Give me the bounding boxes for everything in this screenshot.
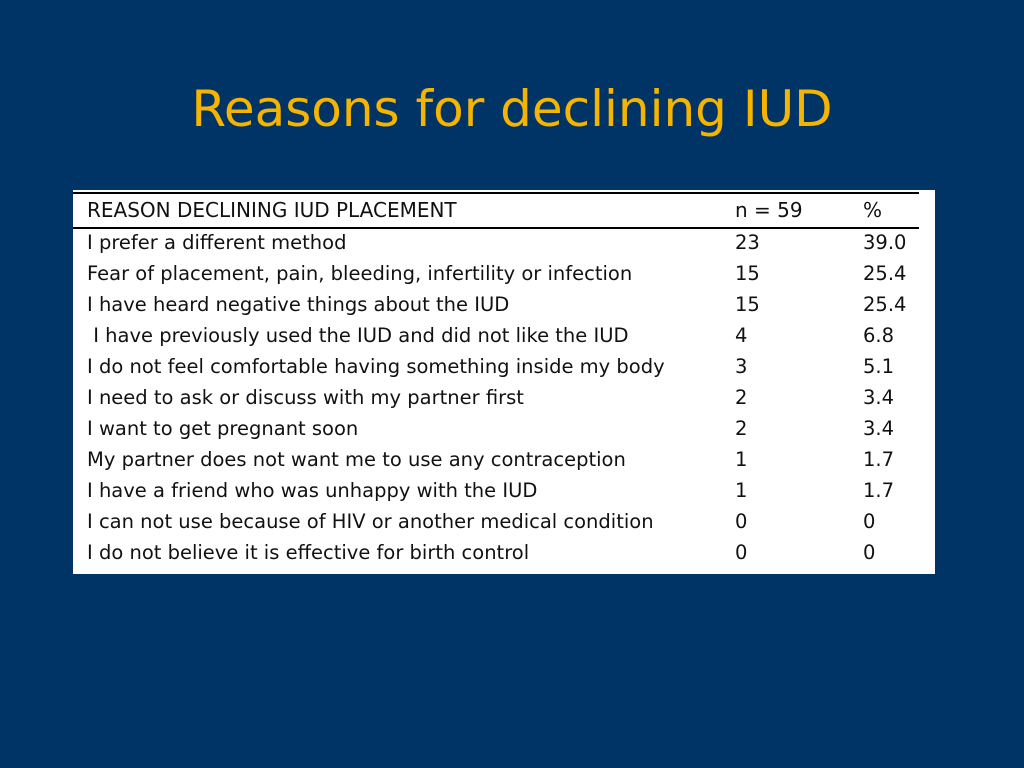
reason-cell: I want to get pregnant soon: [87, 417, 359, 440]
n-cell: 4: [735, 324, 748, 347]
reason-cell: I need to ask or discuss with my partner…: [87, 386, 524, 409]
percent-cell: 25.4: [863, 262, 907, 285]
percent-cell: 5.1: [863, 355, 895, 378]
percent-cell: 1.7: [863, 479, 895, 502]
percent-cell: 0: [863, 510, 876, 533]
table-panel: REASON DECLINING IUD PLACEMENT n = 59 % …: [73, 190, 935, 574]
table-top-rule: [73, 192, 919, 194]
header-n: n = 59: [735, 197, 803, 222]
reason-cell: I have previously used the IUD and did n…: [87, 324, 629, 347]
n-cell: 3: [735, 355, 748, 378]
percent-cell: 6.8: [863, 324, 895, 347]
percent-cell: 39.0: [863, 231, 907, 254]
n-cell: 2: [735, 417, 748, 440]
table-header-row: REASON DECLINING IUD PLACEMENT n = 59 %: [73, 192, 919, 227]
table-row: I prefer a different method 23 39.0: [73, 227, 919, 258]
table-row: I need to ask or discuss with my partner…: [73, 382, 919, 413]
table-row: I have heard negative things about the I…: [73, 289, 919, 320]
n-cell: 0: [735, 510, 748, 533]
reason-cell: I have a friend who was unhappy with the…: [87, 479, 538, 502]
n-cell: 1: [735, 448, 748, 471]
percent-cell: 25.4: [863, 293, 907, 316]
table-row: I have previously used the IUD and did n…: [73, 320, 919, 351]
table-row: I want to get pregnant soon 2 3.4: [73, 413, 919, 444]
percent-cell: 3.4: [863, 417, 895, 440]
n-cell: 2: [735, 386, 748, 409]
header-percent: %: [863, 197, 883, 222]
table-row: I do not feel comfortable having somethi…: [73, 351, 919, 382]
reason-cell: I do not feel comfortable having somethi…: [87, 355, 665, 378]
n-cell: 0: [735, 541, 748, 564]
reason-cell: I do not believe it is effective for bir…: [87, 541, 530, 564]
percent-cell: 3.4: [863, 386, 895, 409]
percent-cell: 0: [863, 541, 876, 564]
n-cell: 15: [735, 262, 760, 285]
reasons-table: REASON DECLINING IUD PLACEMENT n = 59 % …: [73, 192, 919, 568]
table-row: I can not use because of HIV or another …: [73, 506, 919, 537]
reasons-table-wrapper: REASON DECLINING IUD PLACEMENT n = 59 % …: [73, 192, 919, 568]
reason-cell: I have heard negative things about the I…: [87, 293, 510, 316]
reason-cell: I prefer a different method: [87, 231, 347, 254]
header-reason: REASON DECLINING IUD PLACEMENT: [87, 197, 457, 222]
reason-cell: My partner does not want me to use any c…: [87, 448, 626, 471]
table-row: Fear of placement, pain, bleeding, infer…: [73, 258, 919, 289]
slide-title: Reasons for declining IUD: [191, 80, 833, 138]
table-row: I have a friend who was unhappy with the…: [73, 475, 919, 506]
n-cell: 15: [735, 293, 760, 316]
reason-cell: Fear of placement, pain, bleeding, infer…: [87, 262, 633, 285]
table-row: My partner does not want me to use any c…: [73, 444, 919, 475]
percent-cell: 1.7: [863, 448, 895, 471]
reason-cell: I can not use because of HIV or another …: [87, 510, 654, 533]
table-row: I do not believe it is effective for bir…: [73, 537, 919, 568]
n-cell: 1: [735, 479, 748, 502]
n-cell: 23: [735, 231, 760, 254]
table-header-rule: [73, 227, 919, 229]
